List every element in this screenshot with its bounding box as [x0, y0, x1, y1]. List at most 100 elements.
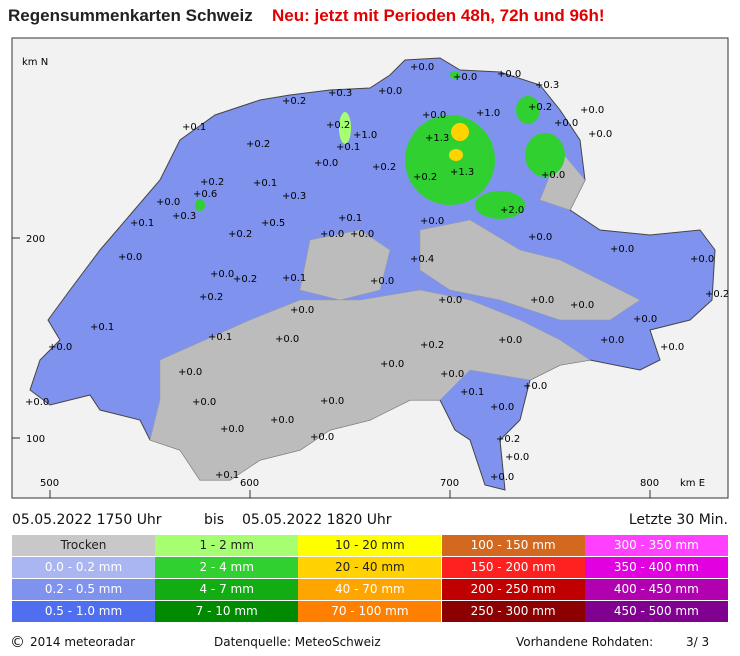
station-label: +0.2 — [282, 96, 306, 107]
legend-item: 250 - 300 mm — [441, 601, 585, 622]
station-label: +0.0 — [210, 269, 234, 280]
station-label: +0.0 — [554, 118, 578, 129]
station-label: +0.3 — [172, 211, 196, 222]
station-label: +0.0 — [490, 402, 514, 413]
station-label: +0.1 — [90, 322, 114, 333]
station-label: +0.0 — [600, 335, 624, 346]
legend-item: 300 - 350 mm — [584, 535, 728, 556]
legend-item: 20 - 40 mm — [298, 557, 442, 578]
station-label: +0.1 — [282, 273, 306, 284]
legend-item: 150 - 200 mm — [441, 557, 585, 578]
legend-item: 450 - 500 mm — [584, 601, 728, 622]
legend-item: 350 - 400 mm — [584, 557, 728, 578]
station-label: +0.0 — [220, 424, 244, 435]
station-label: +0.2 — [326, 120, 350, 131]
station-label: +0.1 — [215, 470, 239, 481]
station-label: +0.2 — [420, 340, 444, 351]
stations: +0.0+0.0 +0.0+0.3+0.0+0.3+0.2+0.2 +0.0+1.0… — [25, 62, 729, 483]
period-window: Letzte 30 Min. — [628, 512, 728, 528]
station-label: +0.0 — [156, 197, 180, 208]
dry-areas — [149, 149, 641, 481]
rain-cells — [195, 71, 565, 219]
station-label: +0.0 — [314, 158, 338, 169]
legend: Trocken 0.0 - 0.2 mm 0.2 - 0.5 mm 0.5 - 1.0… — [12, 535, 728, 623]
station-label: +0.1 — [253, 178, 277, 189]
legend-item: 7 - 10 mm — [155, 601, 299, 622]
y-tick-label: 100 — [26, 434, 45, 445]
station-label: +0.0 — [438, 295, 462, 306]
station-label: +0.3 — [535, 80, 559, 91]
legend-item: 10 - 20 mm — [298, 535, 442, 556]
station-label: +0.0 — [570, 300, 594, 311]
station-label: +1.0 — [476, 108, 500, 119]
legend-item: 0.0 - 0.2 mm — [12, 557, 155, 578]
station-label: +0.0 — [588, 129, 612, 140]
station-label: +0.0 — [528, 232, 552, 243]
station-label: +0.2 — [199, 292, 223, 303]
station-label: +0.0 — [422, 110, 446, 121]
station-label: +0.0 — [350, 229, 374, 240]
x-tick-label: 500 — [40, 478, 59, 489]
station-label: +0.0 — [660, 342, 684, 353]
station-label: +0.2 — [372, 162, 396, 173]
legend-item: 100 - 150 mm — [441, 535, 585, 556]
station-label: +0.0 — [270, 415, 294, 426]
station-label: +0.3 — [328, 88, 352, 99]
station-label: +0.0 — [580, 105, 604, 116]
y-axis-label: km N — [22, 57, 48, 68]
station-label: +0.0 — [610, 244, 634, 255]
station-label: +0.0 — [290, 305, 314, 316]
subtitle: Neu: jetzt mit Perioden 48h, 72h und 96h… — [272, 6, 605, 25]
station-label: +0.0 — [497, 69, 521, 80]
station-label: +0.5 — [261, 218, 285, 229]
station-label: +0.2 — [705, 289, 729, 300]
station-label: +0.2 — [528, 102, 552, 113]
station-label: +0.2 — [246, 139, 270, 150]
x-tick-label: 800 — [640, 478, 659, 489]
source: Datenquelle: MeteoSchweiz — [214, 635, 381, 649]
station-label: +0.0 — [505, 452, 529, 463]
station-label: +0.0 — [690, 254, 714, 265]
station-label: +0.0 — [420, 216, 444, 227]
station-label: +0.2 — [496, 434, 520, 445]
station-label: +0.0 — [370, 276, 394, 287]
station-label: +0.6 — [193, 189, 217, 200]
station-label: +0.2 — [228, 229, 252, 240]
station-label: +0.1 — [338, 213, 362, 224]
station-label: +0.0 — [380, 359, 404, 370]
period-separator: bis — [204, 512, 225, 528]
legend-item: Trocken — [12, 535, 155, 556]
station-label: +0.0 — [541, 170, 565, 181]
station-label: +1.3 — [450, 167, 474, 178]
legend-item: 400 - 450 mm — [584, 579, 728, 600]
station-label: +2.0 — [500, 205, 524, 216]
copyright: 2014 meteoradar — [30, 635, 136, 649]
station-label: +0.4 — [410, 254, 434, 265]
station-label: +0.0 — [410, 62, 434, 73]
legend-item: 40 - 70 mm — [298, 579, 442, 600]
legend-item: 0.2 - 0.5 mm — [12, 579, 155, 600]
station-label: +0.0 — [25, 397, 49, 408]
station-label: +0.0 — [530, 295, 554, 306]
station-label: +0.0 — [178, 367, 202, 378]
legend-item: 4 - 7 mm — [155, 579, 299, 600]
station-label: +0.0 — [453, 72, 477, 83]
station-label: +0.0 — [523, 381, 547, 392]
station-label: +0.2 — [413, 172, 437, 183]
copyright-symbol: © — [10, 633, 25, 651]
station-label: +0.0 — [320, 229, 344, 240]
station-label: +0.1 — [208, 332, 232, 343]
raw-label: Vorhandene Rohdaten: — [516, 635, 654, 649]
station-label: +0.0 — [498, 335, 522, 346]
station-label: +0.2 — [200, 177, 224, 188]
legend-item: 1 - 2 mm — [155, 535, 299, 556]
period-end: 05.05.2022 1820 Uhr — [242, 512, 392, 528]
station-label: +0.0 — [192, 397, 216, 408]
station-label: +0.1 — [460, 387, 484, 398]
station-label: +0.1 — [336, 142, 360, 153]
legend-item: 200 - 250 mm — [441, 579, 585, 600]
station-label: +0.0 — [118, 252, 142, 263]
y-tick-label: 200 — [26, 234, 45, 245]
station-label: +1.3 — [425, 133, 449, 144]
x-axis-label: km E — [680, 478, 705, 489]
